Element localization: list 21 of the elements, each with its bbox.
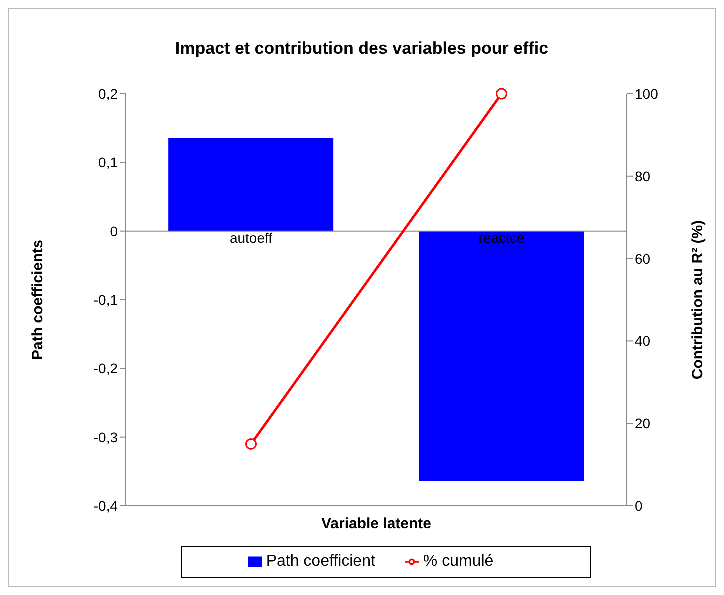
y-tick-label: -0,3: [94, 429, 118, 446]
y-tick-label: 0,2: [98, 86, 118, 102]
x-tick-label: autoeff: [230, 230, 273, 246]
chart-title: Impact et contribution des variables pour effic: [174, 39, 550, 59]
legend-label: Path coefficient: [266, 553, 376, 570]
y-tick-label: -0,2: [94, 360, 118, 377]
legend-label: % cumulé: [423, 553, 494, 570]
y-tick-label: -0,4: [94, 498, 118, 514]
y-axis-title: Path coefficients: [29, 240, 46, 360]
y2-tick-label: 100: [635, 86, 659, 102]
y-tick-label: -0,1: [94, 292, 118, 308]
y-tick-label: 0: [110, 223, 118, 240]
y2-tick-label: 0: [635, 498, 643, 514]
y2-tick-label: 20: [635, 416, 651, 432]
x-tick-label: reactce: [478, 230, 525, 246]
y2-tick-label: 40: [635, 333, 651, 350]
y2-tick-label: 80: [635, 168, 651, 184]
y2-tick-label: 60: [635, 250, 651, 267]
x-axis-title: Variable latente: [321, 516, 432, 533]
y2-axis-title: Contribution au R² (%): [689, 220, 706, 380]
y-tick-label: 0,1: [98, 154, 118, 171]
